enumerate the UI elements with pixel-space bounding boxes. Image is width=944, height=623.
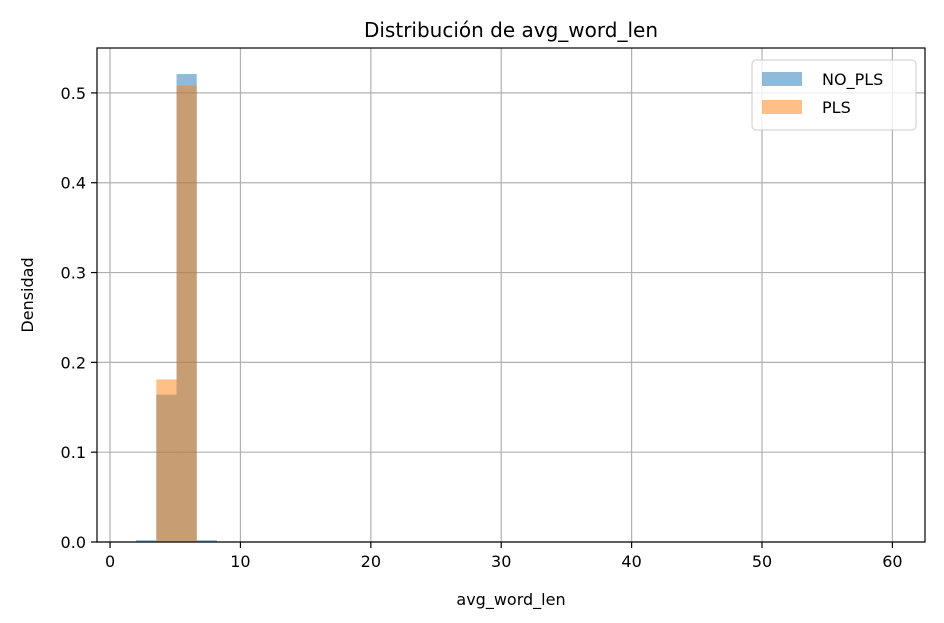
y-tick-label: 0.5 bbox=[61, 84, 86, 103]
x-tick-label: 30 bbox=[491, 552, 511, 571]
bar-pls bbox=[176, 85, 197, 542]
x-tick-label: 50 bbox=[752, 552, 772, 571]
x-tick-label: 10 bbox=[230, 552, 250, 571]
y-axis-ticks: 0.0 0.1 0.2 0.3 0.4 0.5 bbox=[61, 84, 97, 552]
x-tick-label: 0 bbox=[105, 552, 115, 571]
chart-title: Distribución de avg_word_len bbox=[364, 18, 658, 42]
legend: NO_PLS PLS bbox=[751, 59, 917, 131]
y-axis-label: Densidad bbox=[18, 257, 37, 332]
y-tick-label: 0.1 bbox=[61, 443, 86, 462]
bar-no-pls bbox=[196, 540, 217, 542]
x-tick-label: 20 bbox=[361, 552, 381, 571]
y-tick-label: 0.4 bbox=[61, 174, 86, 193]
y-tick-label: 0.3 bbox=[61, 264, 86, 283]
bars bbox=[136, 74, 217, 542]
legend-swatch-no-pls bbox=[762, 72, 802, 86]
x-axis-ticks: 0 10 20 30 40 50 60 bbox=[105, 542, 903, 571]
x-tick-label: 60 bbox=[882, 552, 902, 571]
x-axis-label: avg_word_len bbox=[456, 590, 565, 610]
legend-label-pls: PLS bbox=[822, 98, 851, 117]
bar-pls bbox=[156, 379, 177, 542]
y-tick-label: 0.2 bbox=[61, 353, 86, 372]
legend-swatch-pls bbox=[762, 100, 802, 114]
x-tick-label: 40 bbox=[621, 552, 641, 571]
plot-frame bbox=[96, 47, 926, 543]
legend-label-no-pls: NO_PLS bbox=[822, 70, 883, 90]
y-tick-label: 0.0 bbox=[61, 533, 86, 552]
bar-no-pls bbox=[136, 540, 157, 542]
